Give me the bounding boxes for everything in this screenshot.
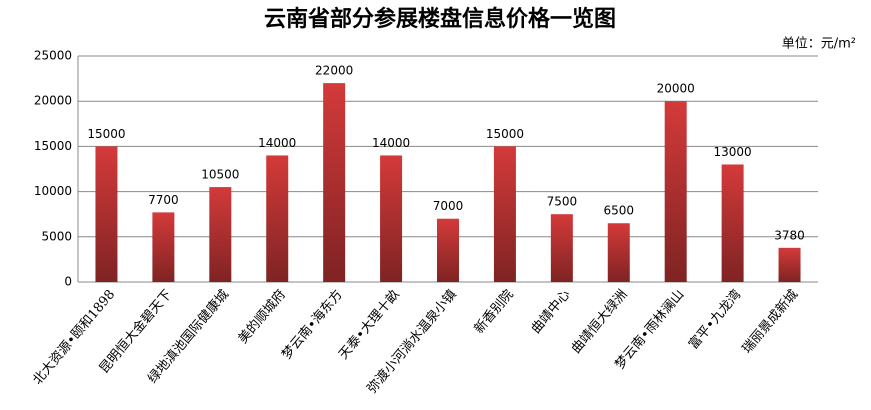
y-tick-label: 20000 xyxy=(34,94,72,108)
y-tick-label: 5000 xyxy=(41,229,72,243)
bar xyxy=(437,218,459,282)
data-label: 15000 xyxy=(486,127,524,141)
bar xyxy=(380,155,403,282)
bar xyxy=(152,212,175,282)
y-tick-label: 0 xyxy=(64,275,72,289)
chart-title: 云南省部分参展楼盘信息价格一览图 xyxy=(264,6,616,32)
bar xyxy=(209,187,232,282)
y-tick-label: 25000 xyxy=(34,49,72,63)
x-tick-label: 美的顺城府 xyxy=(235,287,289,347)
bar xyxy=(664,101,687,282)
bar xyxy=(95,146,118,282)
bar xyxy=(266,155,289,282)
x-tick-label: 梦云南•海东方 xyxy=(279,287,346,363)
data-label: 6500 xyxy=(603,204,634,218)
data-label: 3780 xyxy=(774,228,805,242)
x-tick-label: 曲靖恒大绿洲 xyxy=(569,287,631,356)
data-label: 14000 xyxy=(372,136,410,150)
bar xyxy=(721,164,744,282)
bar xyxy=(607,223,630,282)
data-label: 20000 xyxy=(657,82,695,96)
x-tick-label: 瑞丽景成新城 xyxy=(739,287,801,357)
data-label: 15000 xyxy=(87,127,125,141)
data-label: 10500 xyxy=(201,168,239,182)
bar xyxy=(493,146,516,282)
bar xyxy=(778,247,801,282)
data-label: 22000 xyxy=(315,64,353,78)
y-tick-label: 15000 xyxy=(34,139,72,153)
data-label: 7500 xyxy=(547,195,578,209)
bar xyxy=(550,214,573,282)
x-tick-label: 天泰•大理十畝 xyxy=(336,287,403,362)
data-label: 14000 xyxy=(258,136,296,150)
unit-label: 单位：元/m² xyxy=(782,37,856,52)
data-label: 13000 xyxy=(714,145,752,159)
data-label: 7000 xyxy=(433,199,464,213)
y-tick-label: 10000 xyxy=(34,184,72,198)
x-tick-label: 曲靖中心 xyxy=(529,287,574,336)
x-tick-label: 富平•九龙湾 xyxy=(685,287,744,353)
bar xyxy=(323,83,346,283)
data-label: 7700 xyxy=(148,193,179,207)
x-tick-label: 新香别院 xyxy=(471,287,517,337)
